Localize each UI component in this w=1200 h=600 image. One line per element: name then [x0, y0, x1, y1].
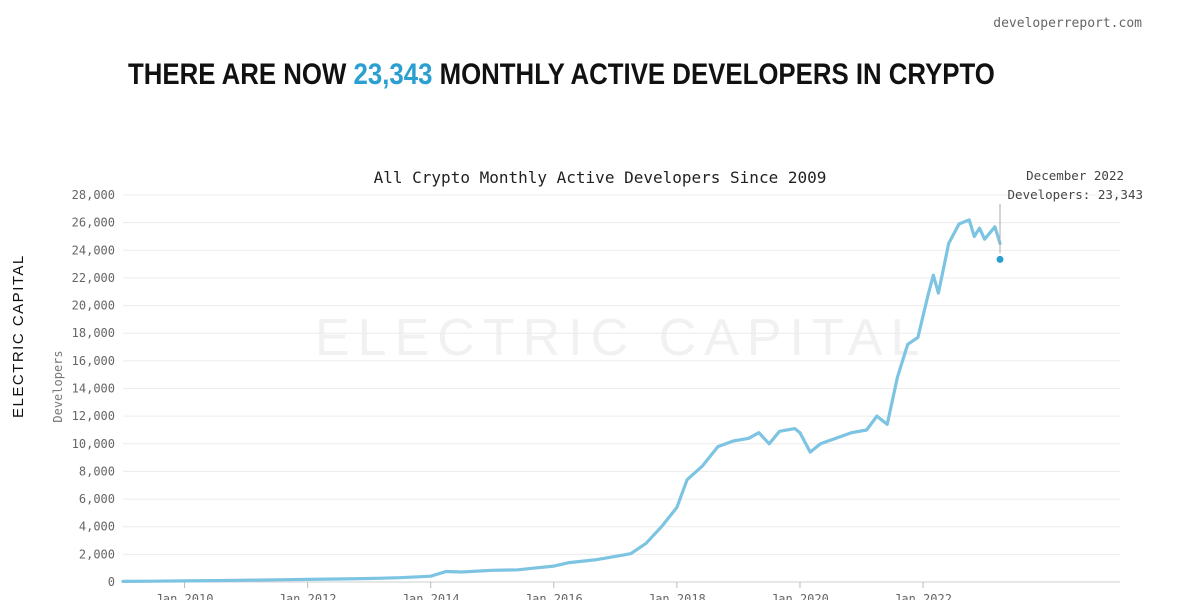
y-tick-label: 16,000 — [72, 354, 115, 368]
headline-text-before: THERE ARE NOW — [128, 58, 354, 91]
x-tick-label: Jan 2022 — [894, 592, 952, 600]
y-tick-label: 12,000 — [72, 409, 115, 423]
y-axis-ticks: 0 2,000 4,000 6,000 8,000 10,000 12,000 14,000 1… — [72, 188, 115, 589]
headline-text-after: MONTHLY ACTIVE DEVELOPERS IN CRYPTO — [432, 58, 995, 91]
y-tick-label: 8,000 — [79, 464, 115, 478]
site-url[interactable]: developerreport.com — [993, 16, 1142, 31]
chart-title-text: All Crypto Monthly Active Developers Sin… — [373, 168, 827, 187]
x-tick-label: Jan 2018 — [648, 592, 706, 600]
series-line — [121, 218, 1002, 583]
y-tick-label: 2,000 — [79, 547, 115, 561]
headline: THERE ARE NOW 23,343 MONTHLY ACTIVE DEVE… — [128, 58, 995, 92]
tooltip-value: Developers: 23,343 — [1008, 187, 1143, 202]
y-tick-label: 20,000 — [72, 299, 115, 313]
y-axis-title: Developers — [51, 350, 65, 422]
highlight-point[interactable] — [996, 255, 1004, 263]
y-tick-label: 14,000 — [72, 382, 115, 396]
x-tick-label: Jan 2016 — [525, 592, 583, 600]
chart-title: All Crypto Monthly Active Developers Sin… — [0, 168, 1200, 187]
y-tick-label: 6,000 — [79, 492, 115, 506]
hover-tooltip: December 2022 Developers: 23,343 — [999, 168, 1143, 254]
y-tick-label: 18,000 — [72, 326, 115, 340]
y-tick-label: 24,000 — [72, 243, 115, 257]
series-layer — [121, 218, 1004, 583]
x-tick-label: Jan 2010 — [156, 592, 214, 600]
x-tick-label: Jan 2012 — [279, 592, 337, 600]
y-tick-label: 28,000 — [72, 188, 115, 202]
y-tick-label: 0 — [108, 575, 115, 589]
y-tick-label: 10,000 — [72, 437, 115, 451]
y-tick-label: 22,000 — [72, 271, 115, 285]
gridlines — [123, 194, 1120, 583]
y-tick-label: 4,000 — [79, 520, 115, 534]
x-tick-label: Jan 2020 — [771, 592, 829, 600]
x-axis-ticks: Jan 2010 Jan 2012 Jan 2014 Jan 2016 Jan 2018… — [156, 582, 952, 600]
x-tick-label: Jan 2014 — [402, 592, 460, 600]
tooltip-date: December 2022 — [1026, 168, 1124, 183]
headline-number: 23,343 — [353, 58, 433, 91]
y-tick-label: 26,000 — [72, 216, 115, 230]
